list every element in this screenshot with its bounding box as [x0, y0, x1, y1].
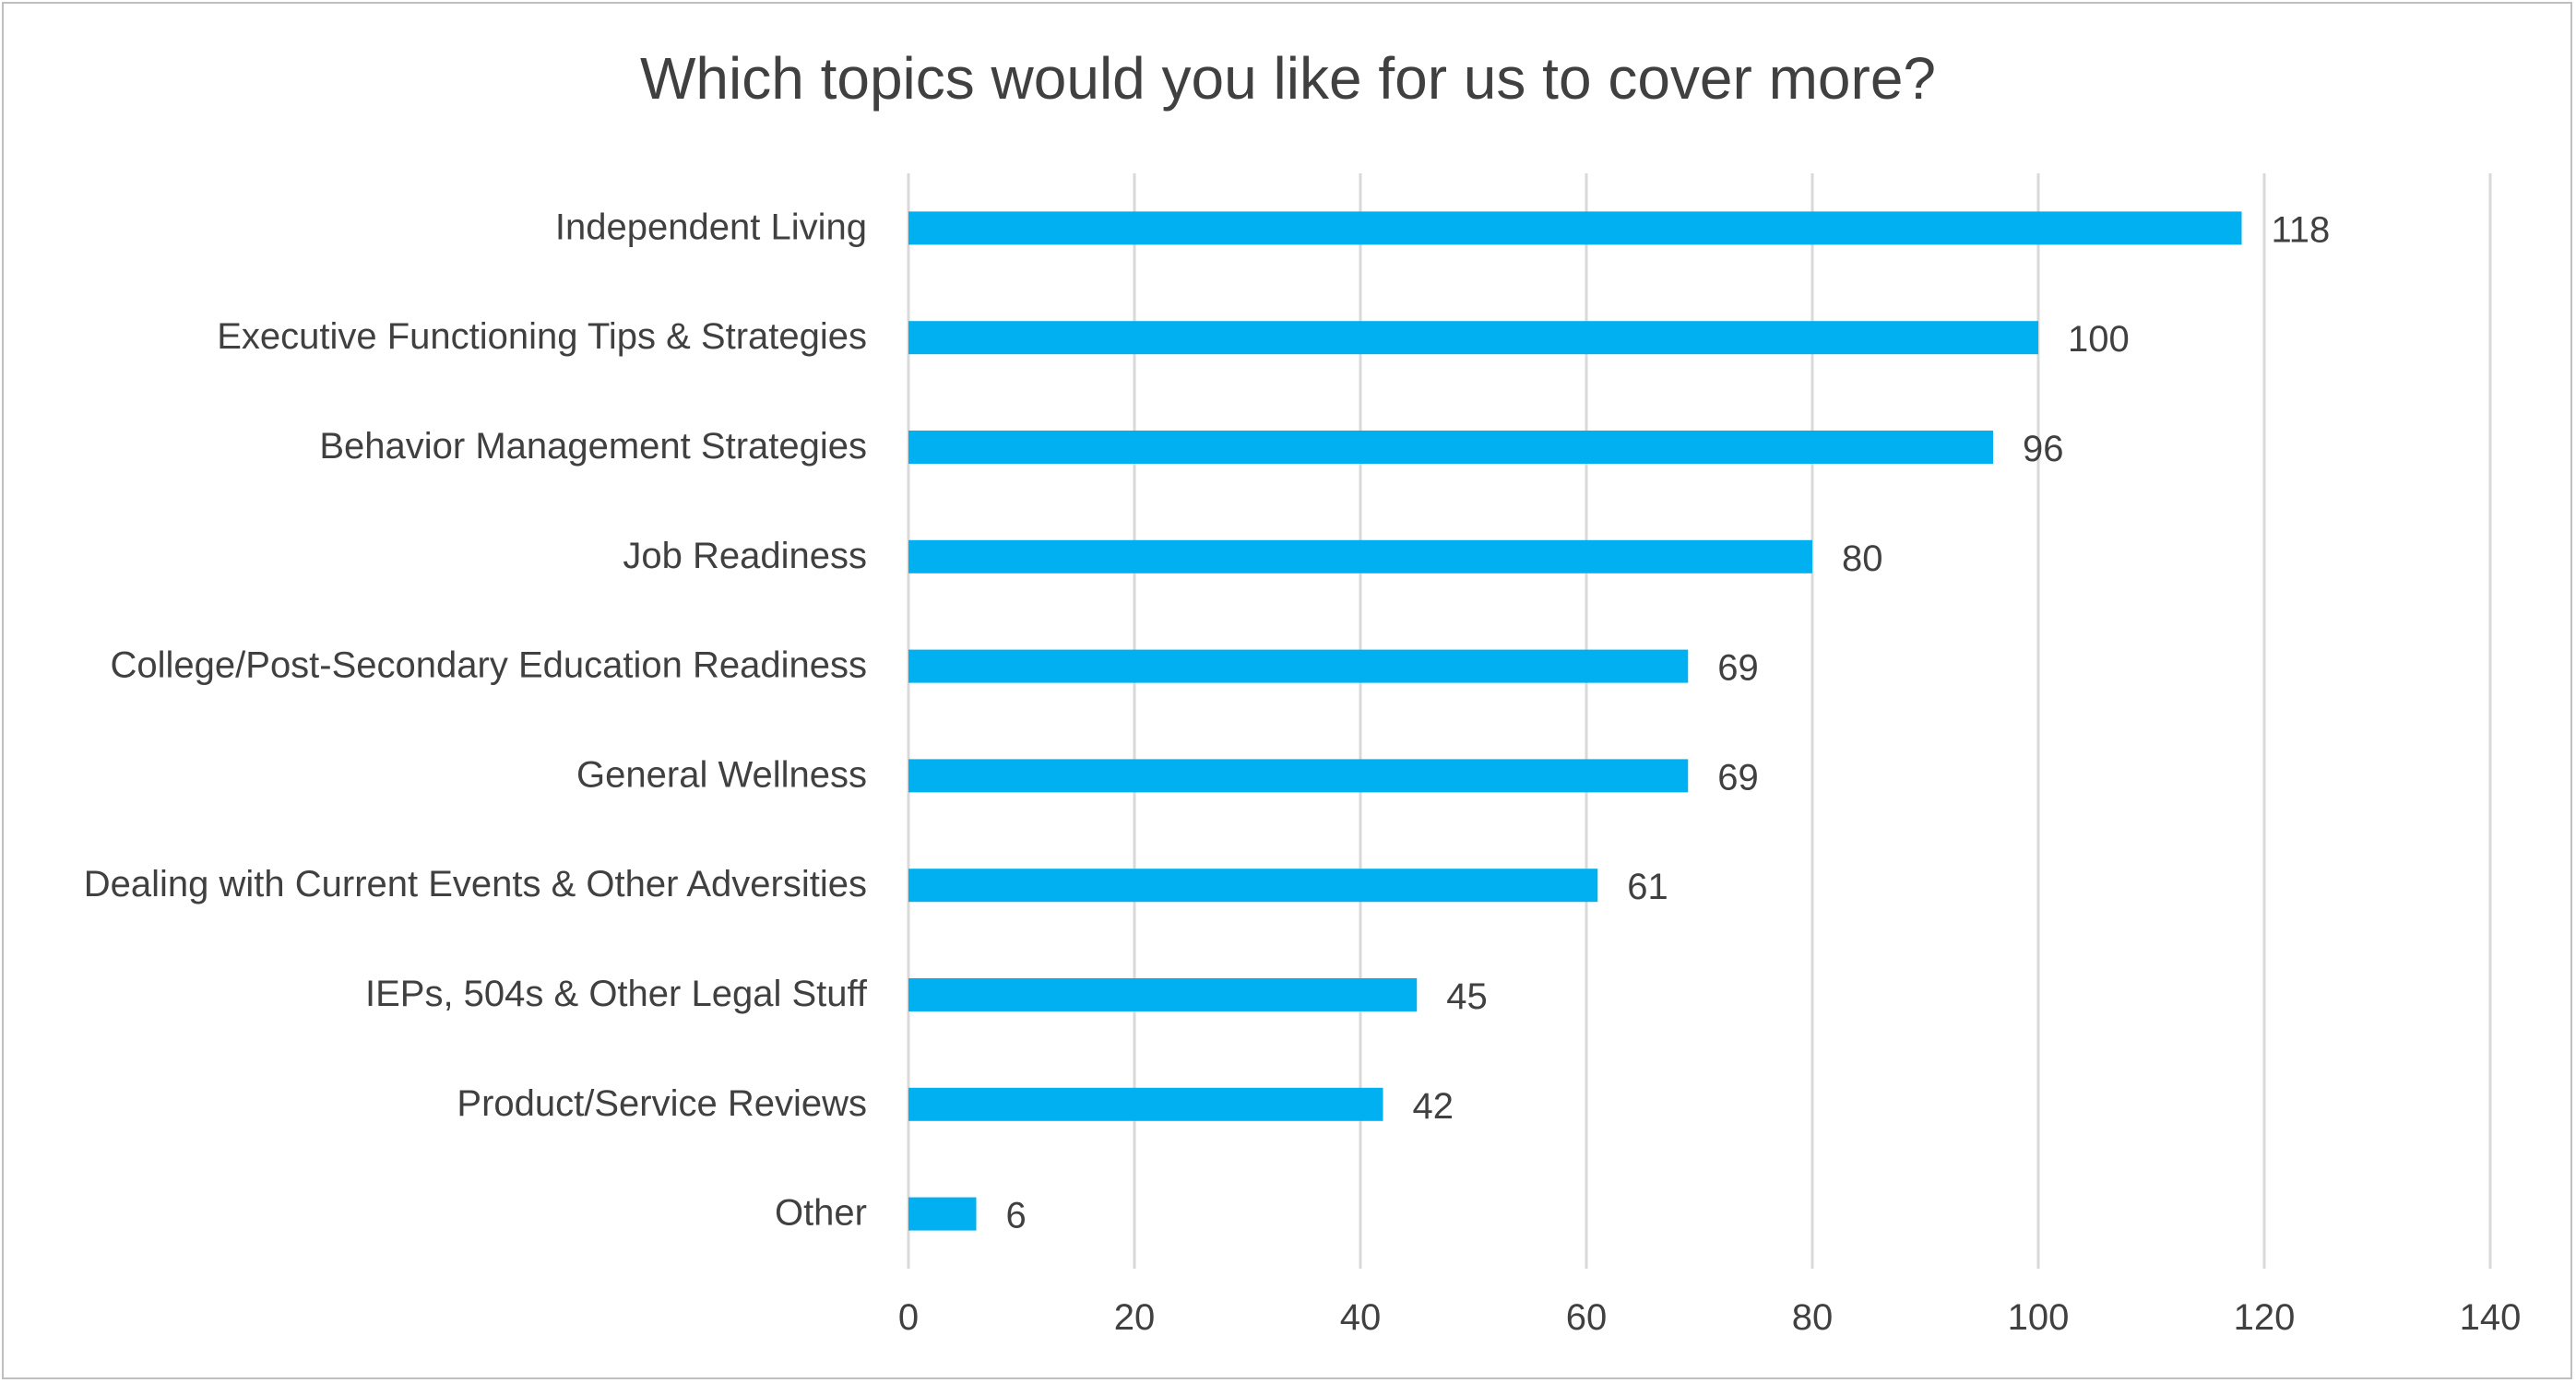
category-label-4: College/Post-Secondary Education Readine…: [111, 645, 868, 686]
x-tick-label-0: 0: [898, 1297, 919, 1338]
bar-9: [908, 1197, 977, 1231]
bar-8: [908, 1087, 1383, 1121]
labels: 0 20 40 60 80 100 120 140 Independent Living 118 E…: [84, 207, 2522, 1338]
category-label-0: Independent Living: [555, 207, 867, 247]
data-label-6: 61: [1627, 867, 1668, 907]
data-label-3: 80: [1842, 538, 1883, 579]
x-tick-label-20: 20: [1114, 1297, 1156, 1338]
bar-2: [908, 431, 1993, 464]
bar-7: [908, 978, 1418, 1011]
data-label-8: 42: [1413, 1086, 1454, 1127]
gridlines: [907, 173, 2492, 1269]
category-label-9: Other: [775, 1193, 867, 1234]
category-label-7: IEPs, 504s & Other Legal Stuff: [365, 974, 868, 1014]
data-label-9: 6: [1006, 1196, 1027, 1236]
bar-6: [908, 869, 1598, 903]
data-label-0: 118: [2272, 209, 2331, 250]
data-label-1: 100: [2068, 319, 2130, 360]
x-tick-label-120: 120: [2234, 1297, 2296, 1338]
data-label-7: 45: [1446, 976, 1488, 1017]
category-label-5: General Wellness: [576, 754, 867, 795]
bar-0: [908, 211, 2242, 245]
category-label-2: Behavior Management Strategies: [319, 426, 867, 467]
x-tick-label-40: 40: [1340, 1297, 1382, 1338]
bar-5: [908, 759, 1689, 793]
category-label-3: Job Readiness: [623, 536, 867, 576]
data-label-5: 69: [1717, 757, 1759, 798]
bar-1: [908, 321, 2038, 355]
x-tick-label-80: 80: [1792, 1297, 1834, 1338]
x-tick-label-140: 140: [2460, 1297, 2522, 1338]
category-label-6: Dealing with Current Events & Other Adve…: [84, 864, 867, 904]
bar-3: [908, 539, 1812, 573]
category-label-8: Product/Service Reviews: [457, 1083, 867, 1124]
x-tick-label-100: 100: [2008, 1297, 2070, 1338]
category-label-1: Executive Functioning Tips & Strategies: [217, 316, 867, 357]
data-label-4: 69: [1717, 648, 1759, 689]
bar-4: [908, 649, 1689, 683]
x-tick-label-60: 60: [1566, 1297, 1608, 1338]
bars: [908, 211, 2242, 1231]
data-label-2: 96: [2023, 429, 2064, 469]
chart-title: Which topics would you like for us to co…: [639, 45, 1937, 112]
